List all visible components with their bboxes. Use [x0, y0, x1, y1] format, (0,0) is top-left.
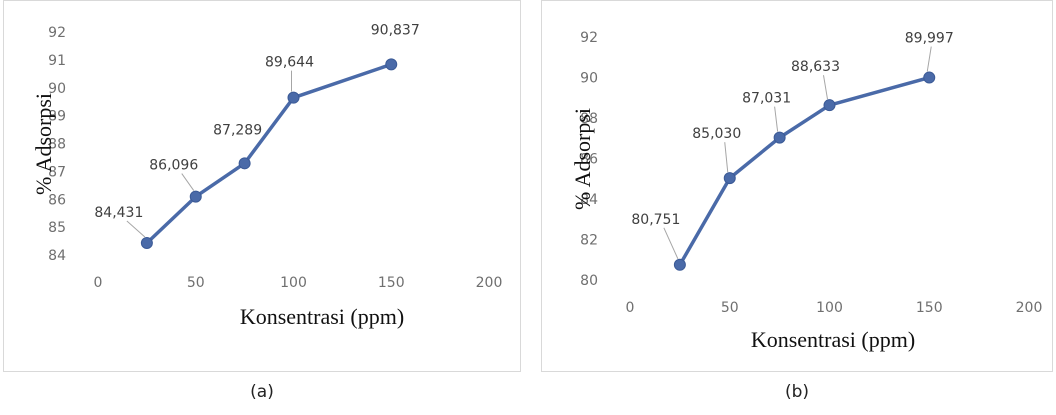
data-label-a: 89,644: [265, 55, 314, 71]
data-point-b: [673, 258, 686, 271]
series-line-b: [678, 75, 930, 266]
x-tick-label-a: 0: [94, 275, 103, 291]
leader-line-b: [774, 106, 779, 132]
leader-line-a: [181, 173, 195, 191]
y-tick-label-a: 87: [48, 164, 66, 180]
y-tick-label-b: 86: [580, 152, 598, 168]
data-label-a: 87,289: [213, 122, 262, 138]
x-tick-label-b: 150: [916, 300, 943, 316]
data-point-b: [723, 172, 736, 185]
caption-a: (a): [250, 382, 274, 402]
data-label-b: 89,997: [905, 31, 954, 47]
y-tick-label-a: 84: [48, 248, 66, 264]
x-tick-label-a: 100: [280, 275, 307, 291]
y-tick-label-b: 92: [580, 30, 598, 46]
y-tick-label-b: 82: [580, 233, 598, 249]
y-axis-title-a: % Adsorpsi: [31, 93, 56, 195]
x-axis-title-b: Konsentrasi (ppm): [751, 327, 915, 352]
data-point-a: [189, 190, 202, 203]
y-tick-label-a: 85: [48, 220, 66, 236]
data-label-a: 84,431: [94, 205, 143, 221]
y-tick-label-a: 90: [48, 81, 66, 97]
data-point-a: [238, 157, 251, 170]
leader-line-a: [126, 220, 146, 238]
x-tick-label-b: 100: [816, 300, 843, 316]
leader-line-b: [926, 46, 932, 72]
y-tick-label-a: 89: [48, 109, 66, 125]
x-axis-title-a: Konsentrasi (ppm): [240, 304, 404, 329]
data-label-b: 87,031: [742, 91, 791, 107]
series-line-a: [145, 62, 392, 245]
chart-panel-a: 84 85 86 87 88 89 90 91 92 0 50 100 150 200 84,431 86,0…: [3, 0, 521, 372]
data-label-b: 85,030: [692, 126, 741, 142]
data-point-a: [287, 91, 300, 104]
y-tick-label-b: 90: [580, 71, 598, 87]
data-point-b: [823, 99, 836, 112]
leader-line-b: [663, 227, 679, 259]
x-tick-label-b: 0: [626, 300, 635, 316]
x-tick-label-b: 200: [1016, 300, 1043, 316]
data-label-b: 80,751: [631, 212, 680, 228]
y-tick-label-a: 92: [48, 25, 66, 41]
x-tick-label-a: 150: [378, 275, 405, 291]
data-label-a: 86,096: [149, 158, 198, 174]
y-axis-title-b: % Adsorpsi: [570, 108, 595, 210]
chart-a: 84 85 86 87 88 89 90 91 92 0 50 100 150 200 84,431 86,0…: [31, 22, 503, 329]
data-point-b: [773, 131, 786, 144]
y-tick-label-a: 86: [48, 192, 66, 208]
caption-b: (b): [784, 382, 810, 402]
data-point-b: [923, 71, 936, 84]
x-tick-label-b: 50: [721, 300, 739, 316]
y-tick-label-b: 80: [580, 273, 598, 289]
y-tick-label-b: 88: [580, 111, 598, 127]
data-point-a: [385, 58, 398, 71]
chart-b: 80 82 84 86 88 90 92 0 50 100 150 200 80,751 85,030 87…: [570, 30, 1043, 352]
data-label-a: 90,837: [371, 22, 420, 38]
leader-line-b: [823, 75, 828, 100]
y-tick-label-a: 88: [48, 137, 66, 153]
leader-line-b: [724, 142, 729, 173]
chart-panel-b: 80 82 84 86 88 90 92 0 50 100 150 200 80,751 85,030 87…: [541, 0, 1053, 372]
y-tick-label-a: 91: [48, 53, 66, 69]
y-tick-label-b: 84: [580, 192, 598, 208]
x-tick-label-a: 50: [187, 275, 205, 291]
data-label-b: 88,633: [791, 59, 840, 75]
x-tick-label-a: 200: [476, 275, 503, 291]
data-point-a: [140, 236, 153, 249]
